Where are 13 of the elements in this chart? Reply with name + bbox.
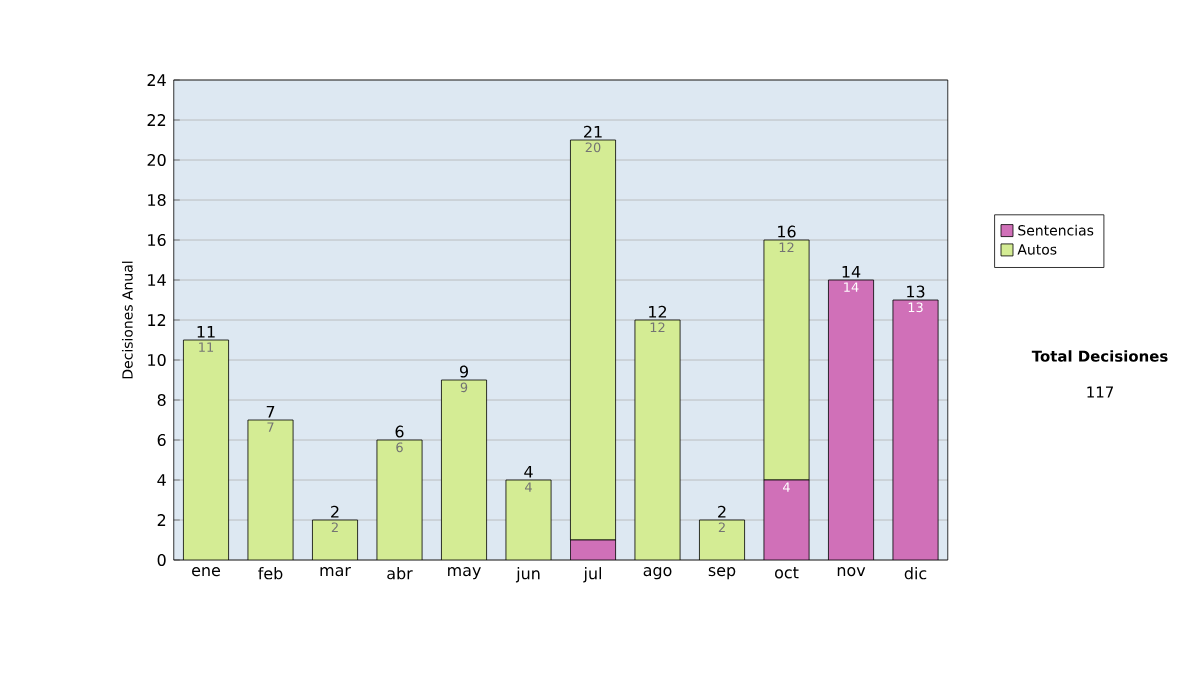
bar bbox=[570, 139, 616, 541]
bar bbox=[699, 520, 745, 560]
bar bbox=[376, 440, 423, 560]
bar bbox=[247, 420, 294, 560]
bar bbox=[505, 480, 552, 560]
bar bbox=[441, 380, 487, 560]
bar bbox=[183, 340, 229, 560]
bar bbox=[634, 320, 681, 560]
bar bbox=[828, 280, 874, 560]
bar bbox=[763, 239, 810, 481]
bar bbox=[892, 299, 939, 560]
bar bbox=[312, 520, 358, 560]
bar bbox=[763, 480, 810, 560]
